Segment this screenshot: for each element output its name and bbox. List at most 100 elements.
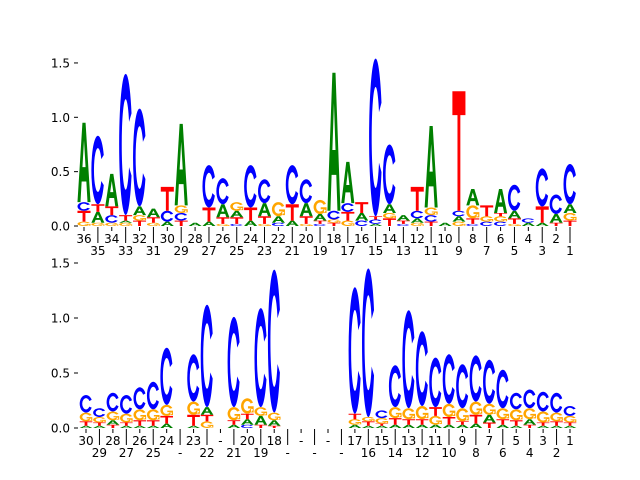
- x-tick-label: 3: [539, 434, 547, 448]
- logo-letter-T: [160, 415, 173, 424]
- logo-letter-T: [396, 220, 410, 224]
- logo-letter-T: [254, 424, 268, 428]
- x-tick-label: 10: [437, 232, 452, 246]
- logo-letter-C: [521, 218, 535, 223]
- logo-letter-C: [241, 424, 254, 428]
- logo-letter-G: [375, 418, 389, 424]
- logo-letter-G: [402, 408, 415, 420]
- logo-letter-T: [466, 218, 480, 224]
- logo-letter-C: [254, 308, 267, 408]
- logo-letter-A: [341, 161, 355, 204]
- logo-letter-T: [362, 421, 375, 426]
- logo-letter-C: [466, 223, 479, 226]
- logo-letter-C: [106, 392, 119, 412]
- logo-letter-A: [267, 420, 281, 426]
- logo-letter-C: [402, 310, 415, 409]
- logo-letter-G: [429, 415, 442, 425]
- x-tick-label: 18: [267, 434, 282, 448]
- x-tick-label: 17: [347, 434, 362, 448]
- x-tick-label: 33: [118, 244, 133, 258]
- logo-letter-C: [187, 354, 200, 402]
- x-tick-label: 26: [132, 434, 147, 448]
- logo-letter-G: [93, 417, 106, 423]
- logo-letter-A: [456, 424, 469, 428]
- logo-letter-A: [120, 425, 133, 428]
- x-tick-label: 5: [512, 434, 520, 448]
- logo-letter-G: [200, 421, 214, 428]
- logo-letter-G: [469, 401, 483, 415]
- logo-letter-G: [119, 222, 133, 226]
- logo-letter-G: [133, 409, 147, 421]
- logo-letter-A: [146, 425, 160, 428]
- x-tick-label: 24: [243, 232, 258, 246]
- x-tick-label: 15: [368, 244, 383, 258]
- x-tick-label: 14: [382, 232, 397, 246]
- logo-letter-C: [549, 194, 562, 215]
- logo-letter-C: [271, 222, 285, 226]
- logo-letter-C: [216, 178, 229, 205]
- logo-letter-C: [285, 165, 299, 205]
- logo-letter-T: [313, 220, 327, 224]
- y-tick-label: 0.0: [51, 220, 70, 234]
- logo-letter-A: [438, 222, 452, 226]
- logo-letter-A: [133, 425, 147, 428]
- logo-letter-T: [77, 210, 91, 222]
- logo-letter-T: [424, 221, 438, 226]
- x-tick-label: 12: [414, 446, 429, 460]
- logo-letter-G: [507, 223, 521, 226]
- logo-letter-G: [327, 219, 341, 223]
- logo-letter-G: [216, 223, 230, 226]
- x-tick-label: 32: [132, 232, 147, 246]
- logo-letter-T: [483, 422, 496, 428]
- logo-letter-T: [494, 212, 508, 217]
- logo-letter-T: [369, 216, 383, 220]
- logo-letter-A: [402, 424, 415, 428]
- logo-letter-G: [133, 215, 147, 221]
- x-tick-label: 35: [90, 244, 105, 258]
- logo-letter-T: [469, 414, 483, 424]
- logo-letter-A: [327, 72, 341, 211]
- x-tick-label: 23: [186, 434, 201, 448]
- logo-letter-C: [200, 304, 213, 408]
- logo-letter-C: [313, 223, 326, 226]
- x-tick-label: 27: [201, 244, 216, 258]
- logo-letter-C: [146, 381, 159, 410]
- logo-letter-G: [146, 222, 160, 226]
- logo-letter-T: [120, 422, 133, 426]
- logo-letter-C: [258, 179, 271, 204]
- x-tick-label: -: [312, 446, 316, 460]
- logo-letter-G: [550, 412, 563, 422]
- logo-letter-A: [187, 425, 200, 428]
- logo-letter-A: [563, 425, 577, 428]
- logo-letter-A: [202, 221, 216, 226]
- x-tick-label: 20: [299, 232, 314, 246]
- x-tick-label: 9: [455, 244, 463, 258]
- logo-letter-A: [160, 221, 174, 226]
- logo-letter-C: [415, 331, 428, 406]
- logo-letter-G: [523, 408, 536, 420]
- x-tick-label: -: [285, 446, 289, 460]
- logo-letter-T: [133, 420, 147, 426]
- logo-letter-C: [535, 168, 549, 207]
- x-tick-label: 23: [257, 244, 272, 258]
- logo-letter-A: [415, 424, 429, 428]
- logo-letter-A: [230, 210, 244, 218]
- x-tick-label: 15: [374, 434, 389, 448]
- logo-letter-T: [160, 186, 174, 211]
- logo-letter-C: [362, 268, 375, 417]
- logo-letter-G: [509, 409, 523, 421]
- logo-letter-C: [494, 221, 507, 226]
- logo-letter-A: [563, 204, 577, 213]
- logo-letter-T: [200, 414, 214, 422]
- logo-letter-C: [424, 215, 438, 222]
- x-tick-label: 3: [538, 244, 546, 258]
- logo-letter-C: [230, 223, 243, 226]
- logo-letter-A: [507, 210, 521, 219]
- logo-letter-C: [79, 395, 92, 413]
- x-tick-label: 4: [525, 232, 533, 246]
- logo-letter-G: [496, 408, 510, 420]
- logo-letter-G: [442, 403, 456, 417]
- x-tick-label: -: [178, 446, 182, 460]
- logo-letter-T: [244, 207, 258, 221]
- logo-letter-G: [91, 222, 105, 226]
